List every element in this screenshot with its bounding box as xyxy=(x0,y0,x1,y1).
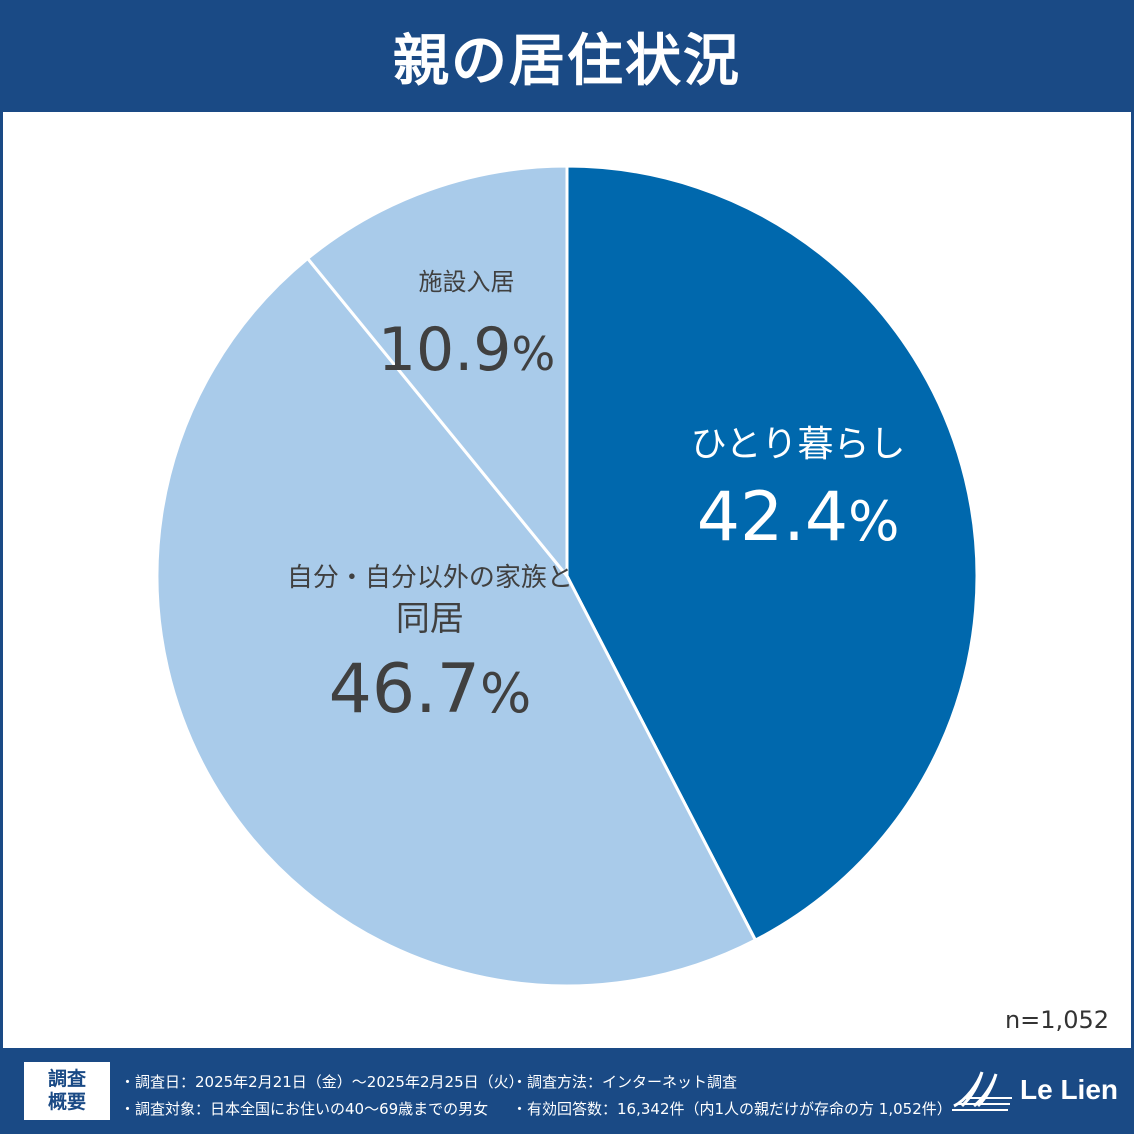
survey-responses: ・有効回答数：16,342件（内1人の親だけが存命の方 1,052件） xyxy=(512,1100,952,1118)
slice-value-label: 42.4% xyxy=(697,478,900,557)
survey-target: ・調査対象：日本全国にお住いの40～69歳までの男女 xyxy=(120,1100,489,1118)
page-title: 親の居住状況 xyxy=(393,28,741,94)
le-lien-logo-icon xyxy=(952,1071,1012,1111)
brand-name: Le Lien xyxy=(1020,1074,1119,1105)
survey-badge-line2: 概要 xyxy=(47,1091,86,1113)
slice-label: 同居 xyxy=(396,599,464,639)
survey-overview-badge: 調査 概要 xyxy=(24,1062,110,1120)
sample-size-label: n=1,052 xyxy=(1004,1006,1109,1034)
slice-label: ひとり暮らし xyxy=(691,424,906,465)
chart-panel: ひとり暮らし 42.4% 自分・自分以外の家族と同居 46.7% 施設入居 10.9% n… xyxy=(3,112,1131,1048)
slice-value-label: 46.7% xyxy=(329,650,532,729)
slice-value-label: 10.9% xyxy=(378,315,555,385)
pie-slice xyxy=(155,256,758,988)
slice-label: 自分・自分以外の家族と xyxy=(287,563,573,593)
pie-slices xyxy=(155,164,979,988)
pie-slice xyxy=(565,164,979,943)
survey-date: ・調査日：2025年2月21日（金）～2025年2月25日（火） xyxy=(120,1073,524,1091)
title-bar: 親の居住状況 xyxy=(0,0,1134,112)
survey-method: ・調査方法：インターネット調査 xyxy=(512,1073,738,1091)
slice-label: 施設入居 xyxy=(419,268,515,296)
survey-badge-line1: 調査 xyxy=(47,1068,86,1090)
footer-bar: 調査 概要 ・調査日：2025年2月21日（金）～2025年2月25日（火） ・… xyxy=(0,1048,1134,1134)
le-lien-logo: Le Lien xyxy=(948,1066,1128,1116)
pie-slice xyxy=(305,164,569,581)
